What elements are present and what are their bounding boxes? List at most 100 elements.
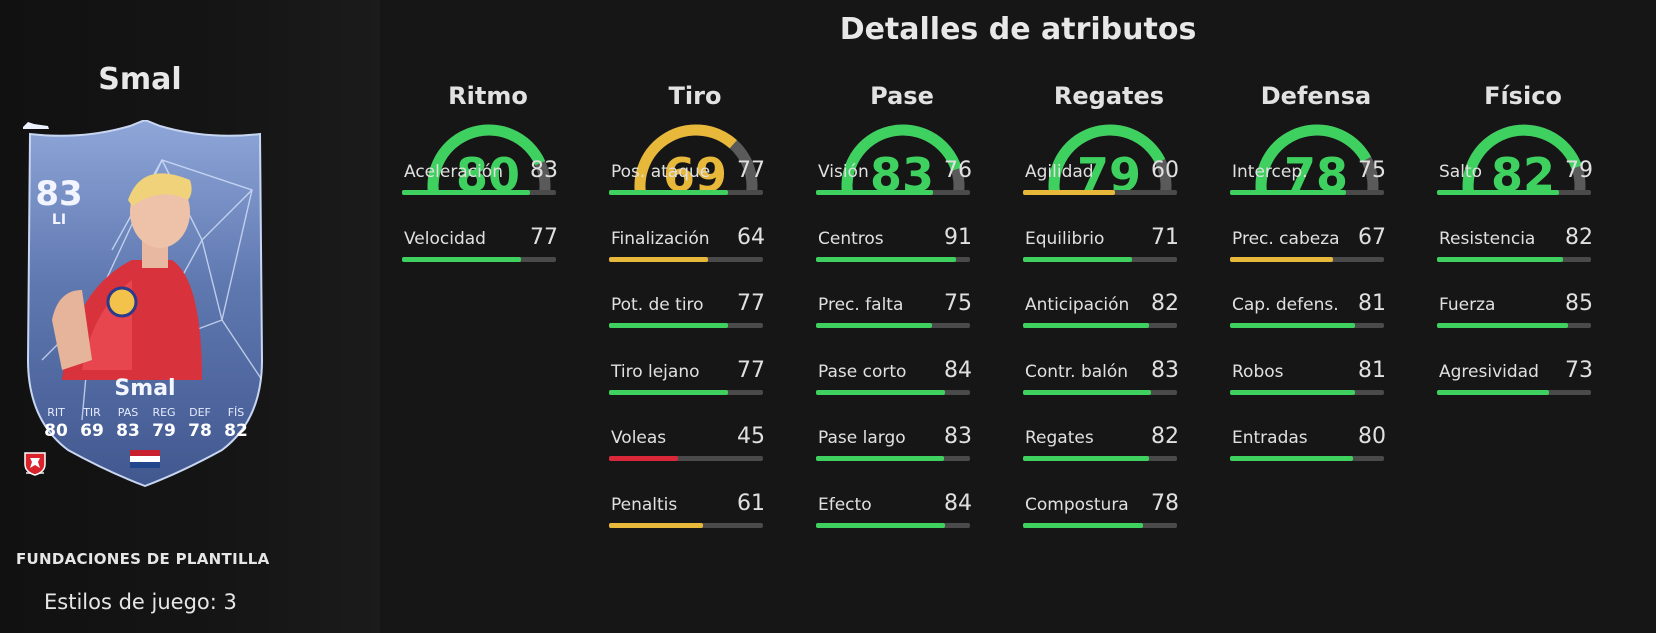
attribute-bar-track [402,257,556,262]
attribute-bar-track [816,390,970,395]
attribute-row[interactable]: Efecto 84 [816,491,972,545]
card-stat-shooting: TIR 69 [74,406,110,441]
player-card[interactable]: 83 LI Smal RIT 80 TIR 69 PAS 83 REG 79 [22,120,268,492]
attribute-bar-fill [609,390,728,395]
attribute-bar-track [1437,190,1591,195]
attribute-bar-track [816,523,970,528]
attribute-bar-track [1437,323,1591,328]
attribute-row[interactable]: Pos. ataque 77 [609,158,765,212]
card-stat-label: DEF [189,406,211,419]
attribute-bar-fill [609,456,679,461]
attribute-bar-track [1230,390,1384,395]
category-tiro: Tiro 69 Pos. ataque 77 Finalización 64 Pot. de… [595,72,795,632]
attribute-bar-track [1023,523,1177,528]
attribute-value: 60 [1151,158,1179,183]
attribute-label: Pase largo [818,428,906,448]
attribute-row[interactable]: Cap. defens. 81 [1230,291,1386,345]
attribute-label: Finalización [611,229,710,249]
attribute-label: Robos [1232,362,1284,382]
gauge-fill [1255,124,1372,195]
attribute-row[interactable]: Regates 82 [1023,424,1179,478]
attribute-label: Compostura [1025,495,1129,515]
attribute-value: 77 [530,225,558,250]
attribute-value: 77 [737,158,765,183]
card-background [26,120,264,488]
attribute-label: Fuerza [1439,295,1496,315]
player-panel: Smal [0,0,380,633]
attribute-value: 78 [1151,491,1179,516]
card-stat-value: 83 [116,421,140,441]
attribute-row[interactable]: Agilidad 60 [1023,158,1179,212]
attribute-row[interactable]: Agresividad 73 [1437,358,1593,412]
attribute-row[interactable]: Prec. cabeza 67 [1230,225,1386,279]
attribute-row[interactable]: Voleas 45 [609,424,765,478]
attribute-value: 71 [1151,225,1179,250]
attribute-row[interactable]: Pot. de tiro 77 [609,291,765,345]
card-stat-dribbling: REG 79 [146,406,182,441]
attribute-bar-track [609,456,763,461]
attribute-label: Prec. cabeza [1232,229,1340,249]
attribute-bar-track [1437,390,1591,395]
attribute-row[interactable]: Aceleración 83 [402,158,558,212]
category-name: Pase [870,82,934,110]
attribute-bar-track [816,257,970,262]
attribute-row[interactable]: Resistencia 82 [1437,225,1593,279]
attribute-value: 75 [1358,158,1386,183]
attribute-bar-fill [1437,190,1559,195]
attribute-row[interactable]: Velocidad 77 [402,225,558,279]
attribute-row[interactable]: Finalización 64 [609,225,765,279]
attribute-bar-fill [816,523,946,528]
card-stat-value: 80 [44,421,68,441]
attribute-bar-track [402,190,556,195]
card-position: LI [51,212,67,228]
attribute-row[interactable]: Compostura 78 [1023,491,1179,545]
attribute-row[interactable]: Robos 81 [1230,358,1386,412]
attribute-row[interactable]: Fuerza 85 [1437,291,1593,345]
attribute-label: Centros [818,229,884,249]
attribute-bar-track [609,523,763,528]
attribute-row[interactable]: Contr. balón 83 [1023,358,1179,412]
category-gauge [1255,124,1379,195]
attribute-row[interactable]: Prec. falta 75 [816,291,972,345]
attribute-row[interactable]: Pase corto 84 [816,358,972,412]
attribute-value: 81 [1358,291,1386,316]
attribute-row[interactable]: Centros 91 [816,225,972,279]
attribute-value: 61 [737,491,765,516]
attribute-label: Pase corto [818,362,907,382]
attribute-row[interactable]: Visión 76 [816,158,972,212]
attribute-row[interactable]: Tiro lejano 77 [609,358,765,412]
attribute-label: Resistencia [1439,229,1536,249]
attribute-bar-track [1230,257,1384,262]
card-stat-passing: PAS 83 [110,406,146,441]
card-player-name: Smal [114,376,176,401]
attribute-bar-track [816,190,970,195]
attribute-bar-fill [1437,323,1568,328]
attribute-bar-track [1023,190,1177,195]
playstyles-count[interactable]: Estilos de juego: 3 [44,590,237,614]
attribute-bar-fill [1230,390,1355,395]
attribute-row[interactable]: Salto 79 [1437,158,1593,212]
attribute-bar-fill [1023,523,1144,528]
attribute-value: 73 [1565,358,1593,383]
attribute-row[interactable]: Intercep. 75 [1230,158,1386,212]
attribute-value: 79 [1565,158,1593,183]
attribute-bar-track [1230,456,1384,461]
category-gauge [1462,124,1586,195]
attribute-bar-fill [609,257,708,262]
category-name: Físico [1484,82,1562,110]
attribute-row[interactable]: Anticipación 82 [1023,291,1179,345]
attribute-row[interactable]: Equilibrio 71 [1023,225,1179,279]
attribute-row[interactable]: Entradas 80 [1230,424,1386,478]
card-stat-value: 78 [188,421,212,441]
attribute-row[interactable]: Penaltis 61 [609,491,765,545]
attribute-row[interactable]: Pase largo 83 [816,424,972,478]
attribute-value: 77 [737,291,765,316]
attribute-value: 83 [1151,358,1179,383]
card-stat-value: 69 [80,421,104,441]
attribute-label: Efecto [818,495,872,515]
attribute-bar-fill [1230,257,1334,262]
category-ritmo: Ritmo 80 Aceleración 83 Velocidad 77 [388,72,588,632]
card-badges [22,450,268,476]
card-stat-label: TIR [83,406,101,419]
card-stat-pace: RIT 80 [38,406,74,441]
